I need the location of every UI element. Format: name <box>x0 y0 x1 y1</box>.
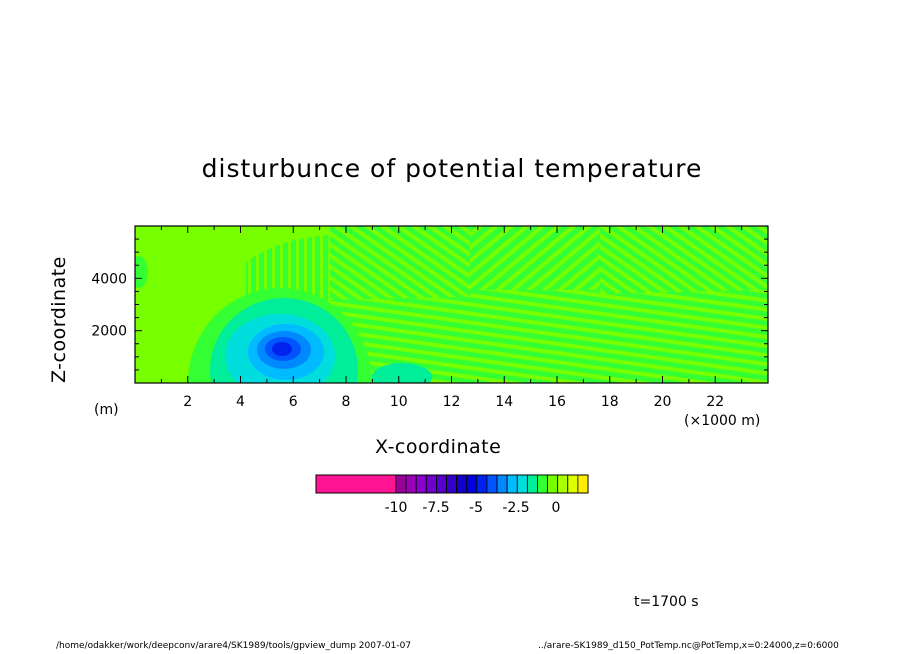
colorbar-tick-label: -2.5 <box>502 500 529 516</box>
colorbar-swatch <box>466 474 478 494</box>
x-tick-label: 14 <box>495 394 513 410</box>
colorbar-swatch <box>547 474 559 494</box>
colorbar-swatch <box>315 474 397 494</box>
y-axis-label: Z-coordinate <box>48 256 70 383</box>
x-tick-label: 12 <box>443 394 461 410</box>
wave-band-horizontal <box>330 290 768 383</box>
colorbar-swatch <box>395 474 407 494</box>
colorbar-swatch <box>577 474 589 494</box>
colorbar-swatch <box>486 474 498 494</box>
wave-band-diagonal-2 <box>470 226 600 290</box>
colorbar-swatch <box>537 474 548 494</box>
x-axis-ticks: 2 4 6 8 10 12 14 16 18 20 22 <box>160 226 743 410</box>
colorbar-swatch <box>496 474 508 494</box>
x-tick-label: 6 <box>289 394 298 410</box>
colorbar-swatch <box>506 474 518 494</box>
x-tick-label: 22 <box>706 394 724 410</box>
y-tick-label: 4000 <box>91 271 127 287</box>
colorbar-swatch <box>516 474 528 494</box>
x-axis-label: X-coordinate <box>375 436 502 458</box>
x-tick-label: 20 <box>654 394 672 410</box>
colorbar-swatch <box>405 474 417 494</box>
time-stamp: t=1700 s <box>634 594 699 610</box>
footer-left: /home/odakker/work/deepconv/arare4/SK198… <box>56 641 412 651</box>
x-tick-label: 18 <box>601 394 619 410</box>
colorbar-tick-label: -10 <box>385 500 408 516</box>
x-tick-label: 16 <box>548 394 566 410</box>
wave-band-mid <box>470 290 600 320</box>
chart-title: disturbunce of potential temperature <box>201 154 703 183</box>
x-axis-unit: (×1000 m) <box>684 413 761 429</box>
colorbar-frame <box>315 474 589 494</box>
x-tick-label: 10 <box>390 394 408 410</box>
colorbar-swatch <box>456 474 468 494</box>
colorbar-swatch <box>557 474 569 494</box>
wave-band-diagonal-1 <box>330 226 470 300</box>
wave-band-diagonal-3 <box>600 226 768 300</box>
colorbar-swatch <box>436 474 447 494</box>
colorbar-tick-label: 0 <box>552 500 561 516</box>
colorbar-swatch <box>415 474 427 494</box>
colorbar-swatch <box>446 474 458 494</box>
colorbar-swatch <box>567 474 579 494</box>
y-tick-label: 2000 <box>91 324 127 340</box>
footer-right: ../arare-SK1989_d150_PotTemp.nc@PotTemp,… <box>538 641 839 651</box>
colorbar-swatch <box>526 474 538 494</box>
y-axis-ticks: 2000 4000 <box>91 238 768 371</box>
colorbar-swatch <box>425 474 437 494</box>
edge-anomaly <box>135 256 148 288</box>
x-tick-label: 4 <box>236 394 245 410</box>
colorbar: -10 -7.5 -5 -2.5 0 <box>315 474 589 516</box>
colorbar-tick-label: -5 <box>469 500 483 516</box>
x-tick-label: 2 <box>183 394 192 410</box>
x-tick-label: 8 <box>342 394 351 410</box>
plot-area <box>135 226 768 383</box>
colorbar-tick-label: -7.5 <box>422 500 449 516</box>
colorbar-swatch <box>476 474 488 494</box>
secondary-anomaly <box>372 363 432 383</box>
cold-core-level-6 <box>272 342 292 356</box>
y-axis-unit: (m) <box>94 402 119 418</box>
